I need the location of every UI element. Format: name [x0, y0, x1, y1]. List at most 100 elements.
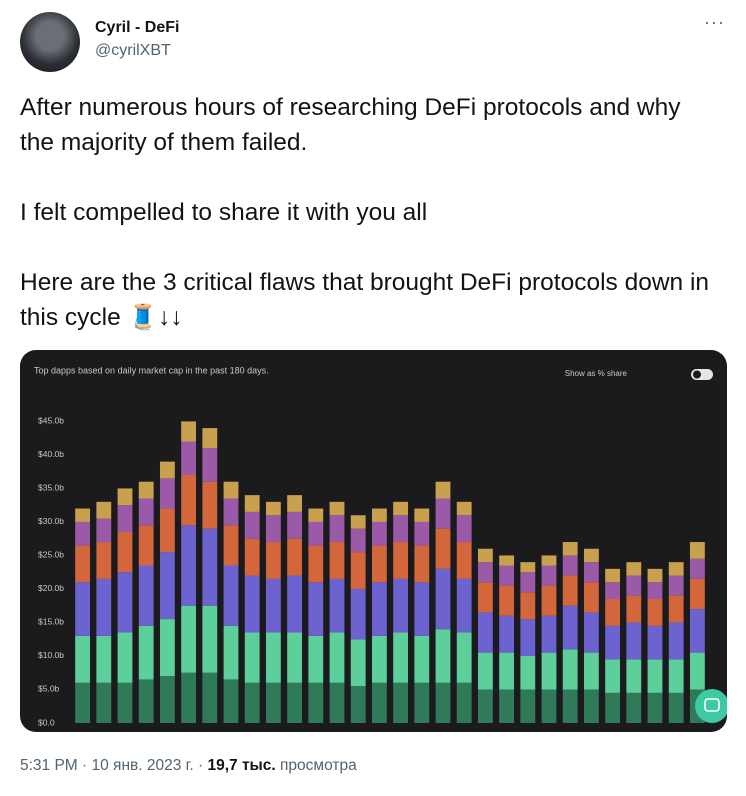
bar-segment — [414, 545, 430, 583]
bar-segment — [562, 575, 578, 606]
bar-segment — [520, 592, 536, 620]
timestamp[interactable]: 5:31 PM · 10 янв. 2023 г. · — [20, 757, 208, 774]
paragraph: After numerous hours of researching DeFi… — [20, 94, 681, 156]
bar-segment — [477, 612, 493, 653]
bar-segment — [265, 682, 281, 723]
bar-segment — [117, 505, 133, 532]
avatar[interactable] — [20, 12, 80, 72]
bar-segment — [393, 501, 409, 516]
y-tick-label: $35.0b — [38, 483, 64, 493]
y-tick-label: $10.0b — [38, 650, 64, 660]
bar-segment — [435, 528, 451, 569]
bar-segment — [562, 605, 578, 650]
bar-segment — [668, 659, 684, 693]
bar-segment — [414, 682, 430, 723]
bar-segment — [520, 572, 536, 593]
bar-segment — [202, 528, 218, 606]
paragraph: I felt compelled to share it with you al… — [20, 199, 428, 226]
bar-segment — [477, 548, 493, 563]
tweet-text: After numerous hours of researching DeFi… — [20, 90, 720, 370]
bar-segment — [202, 481, 218, 529]
bar-segment — [244, 682, 260, 723]
views-count: 19,7 тыс. — [207, 757, 276, 774]
bar-segment — [138, 498, 154, 526]
bar-segment — [223, 525, 239, 566]
bar-segment — [287, 495, 303, 512]
bar-segment — [647, 582, 663, 600]
author-name[interactable]: Cyril - DeFi — [95, 19, 180, 36]
bar-segment — [456, 578, 472, 633]
more-menu[interactable]: ··· — [704, 12, 725, 32]
bar-segment — [371, 682, 387, 723]
bar-segment — [647, 659, 663, 693]
y-tick-label: $0.0 — [38, 717, 55, 727]
bar-segment — [244, 495, 260, 512]
bar-segment — [75, 521, 91, 546]
bar-segment — [435, 568, 451, 630]
bar-segment — [181, 441, 197, 476]
bar-segment — [265, 501, 281, 516]
media[interactable]: Top dapps based on daily market cap in t… — [20, 350, 727, 732]
bar-segment — [265, 578, 281, 633]
bar-segment — [329, 542, 345, 579]
bar-segment — [647, 599, 663, 626]
bar-segment — [350, 686, 366, 723]
bar-segment — [626, 659, 642, 693]
bar-segment — [499, 689, 515, 723]
y-tick-label: $45.0b — [38, 416, 64, 426]
bar-segment — [689, 558, 705, 579]
bar-segment — [668, 622, 684, 660]
bar-segment — [689, 609, 705, 653]
bar-segment — [265, 632, 281, 683]
bar-segment — [562, 542, 578, 556]
bar-segment — [647, 568, 663, 583]
bar-segment — [435, 498, 451, 529]
bar-segment — [626, 622, 642, 660]
bar-segment — [308, 635, 324, 683]
bar-segment — [287, 632, 303, 683]
bar-segment — [626, 595, 642, 623]
bar-segment — [202, 672, 218, 723]
y-tick-label: $40.0b — [38, 449, 64, 459]
bar-segment — [96, 518, 112, 543]
bar-segment — [477, 582, 493, 613]
chart: Top dapps based on daily market cap in t… — [34, 365, 727, 727]
bar-segment — [159, 552, 175, 620]
bar-segment — [668, 562, 684, 576]
bar-segment — [689, 578, 705, 610]
bar-segment — [583, 562, 599, 583]
chat-button[interactable] — [695, 689, 727, 723]
bar-segment — [520, 562, 536, 573]
bar-segment — [159, 508, 175, 553]
bar-segment — [159, 461, 175, 479]
bar-segment — [605, 582, 621, 600]
bar-segment — [414, 521, 430, 546]
bar-segment — [138, 481, 154, 499]
toggle-label: Show as % share — [565, 369, 628, 378]
y-tick-label: $15.0b — [38, 617, 64, 627]
bar-segment — [605, 659, 621, 693]
bar-segment — [202, 428, 218, 449]
views-label: просмотра — [275, 757, 357, 774]
bar-segment — [308, 521, 324, 546]
bar-segment — [265, 542, 281, 579]
bar-segment — [138, 679, 154, 723]
bar-segment — [520, 689, 536, 723]
chat-icon — [704, 698, 720, 712]
toggle-knob — [693, 370, 701, 379]
bar-segment — [371, 508, 387, 522]
bar-segment — [541, 555, 557, 566]
bar-segment — [75, 545, 91, 583]
bar-segment — [456, 515, 472, 543]
bar-segment — [75, 582, 91, 636]
author-handle[interactable]: @cyrilXBT — [95, 42, 171, 59]
bar-segment — [371, 635, 387, 683]
bar-segment — [287, 538, 303, 576]
bar-segment — [308, 545, 324, 583]
bar-segment — [626, 575, 642, 596]
bar-segment — [223, 625, 239, 680]
bar-segment — [371, 582, 387, 636]
bar-segment — [96, 542, 112, 579]
chart-title: Top dapps based on daily market cap in t… — [34, 365, 269, 375]
